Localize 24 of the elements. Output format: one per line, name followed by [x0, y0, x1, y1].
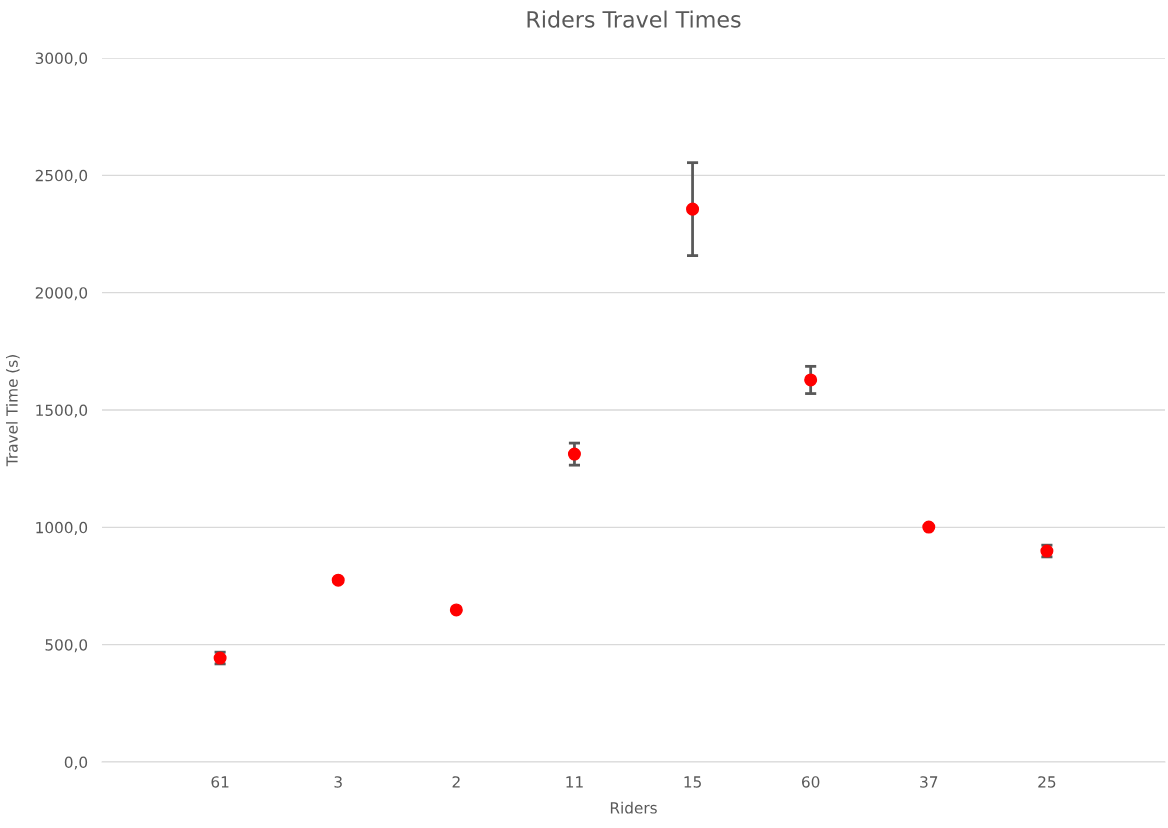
y-tick-label: 2000,0: [35, 287, 88, 301]
chart-title: Riders Travel Times: [527, 10, 741, 28]
x-tick-label: 25: [1038, 776, 1056, 788]
point: [449, 603, 463, 617]
point: [331, 573, 345, 587]
x-tick-label: 15: [684, 776, 701, 788]
y-axis-title: Travel Time (s): [5, 355, 20, 467]
y-tick-label: 1000,0: [36, 521, 88, 535]
x-tick-label: 3: [334, 776, 342, 788]
y-tick-label: 500,0: [45, 639, 88, 653]
point: [567, 447, 581, 461]
y-tick-label: 0,0: [64, 756, 88, 770]
y-tick-label: 1500,0: [36, 404, 88, 418]
x-tick-label: 37: [920, 776, 938, 788]
x-tick-label: 60: [802, 776, 820, 788]
point: [686, 202, 700, 216]
x-axis-title: Riders: [610, 801, 657, 814]
x-tick-label: 11: [566, 776, 583, 788]
point: [922, 520, 936, 534]
y-tick-label: 3000,0: [35, 52, 88, 66]
y-tick-label: 2500,0: [35, 169, 88, 183]
point: [804, 373, 818, 387]
x-tick-label: 2: [452, 776, 460, 788]
x-tick-label: 61: [211, 776, 229, 788]
